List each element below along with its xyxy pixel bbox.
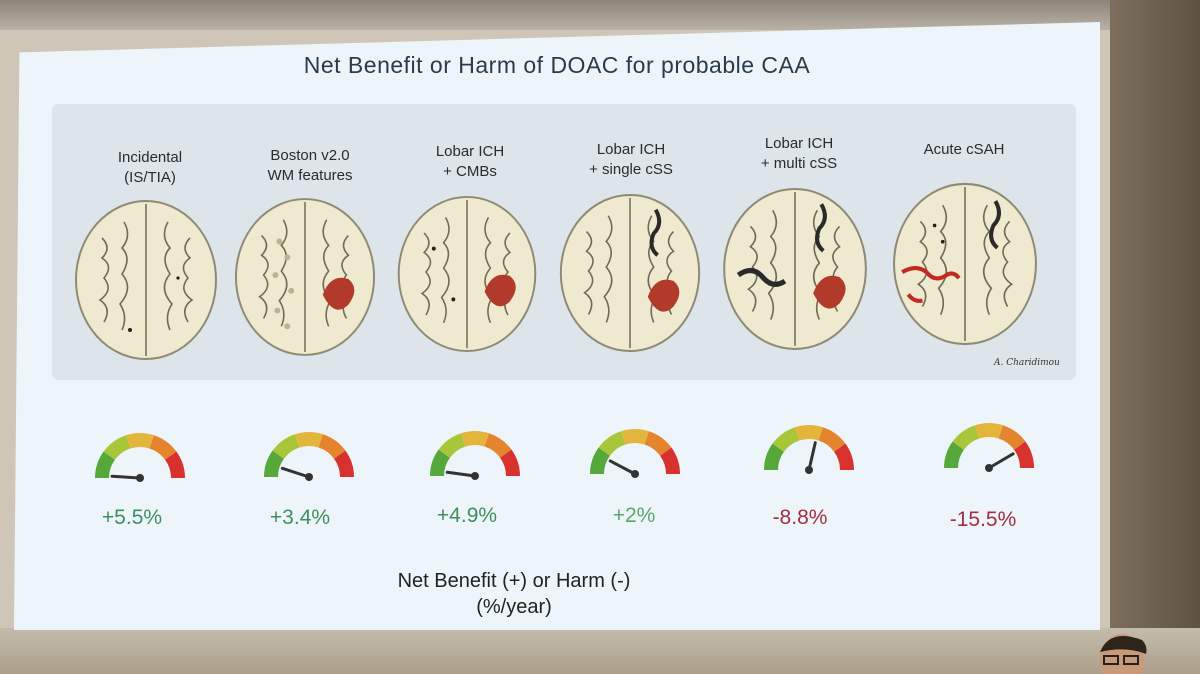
column-label-incidental: Incidental (IS/TIA) — [80, 148, 220, 188]
gauge-needle — [807, 441, 817, 472]
net-benefit-caption: Net Benefit (+) or Harm (-) (%/year) — [364, 568, 664, 620]
projection-screen: Net Benefit or Harm of DOAC for probable… — [14, 22, 1100, 630]
gauge-hub — [631, 470, 639, 478]
gauge-segment — [499, 449, 520, 477]
gauge-segment — [461, 431, 489, 447]
gauge-segment — [95, 451, 116, 479]
column-label-line1: Acute cSAH — [923, 141, 1005, 158]
gauge-hub — [471, 472, 479, 480]
gauge-needle — [280, 466, 311, 479]
benefit-gauge — [430, 431, 520, 480]
room-lower-wall — [0, 628, 1200, 674]
gauge-segment — [621, 429, 649, 445]
caption-line1: Net Benefit (+) or Harm (-) — [397, 570, 631, 592]
slide-title: Net Benefit or Harm of DOAC for probable… — [303, 52, 811, 78]
gauge-segment — [998, 425, 1026, 451]
gauge-segment — [764, 443, 785, 471]
column-label-acute-csah: Acute cSAH — [894, 140, 1034, 160]
gauge-segment — [795, 425, 823, 441]
column-label-line2: + single cSS — [589, 161, 673, 178]
benefit-gauge — [264, 432, 354, 481]
net-benefit-value: +2% — [612, 504, 656, 527]
gauge-hub — [805, 466, 813, 474]
harm-gauge — [764, 425, 854, 474]
gauge-segment — [944, 441, 965, 469]
gauge-segment — [272, 434, 300, 460]
gauge-segment — [438, 433, 466, 459]
brain-illustration-single-css — [559, 193, 701, 353]
gauge-hub — [136, 474, 144, 482]
gauge-segment — [264, 450, 285, 478]
gauge-segment — [833, 443, 854, 471]
column-label-cmbs: Lobar ICH + CMBs — [400, 142, 540, 182]
gauge-segment — [818, 427, 846, 453]
net-harm-value: -8.8% — [772, 506, 828, 529]
brain-illustration-acute-csah — [893, 182, 1037, 346]
gauge-segment — [659, 447, 680, 475]
gauge-hub — [305, 473, 313, 481]
gauge-segment — [333, 450, 354, 478]
brain-illustration-incidental — [75, 200, 217, 360]
column-label-line2: WM features — [267, 167, 353, 184]
benefit-gauge — [95, 433, 185, 482]
illustrator-signature: A. Charidimou — [994, 358, 1060, 368]
gauge-needle — [608, 459, 637, 476]
gauge-segment — [430, 449, 451, 477]
gauge-needle — [445, 470, 477, 478]
net-benefit-value: +3.4% — [269, 506, 331, 529]
brain-illustration-cmbs — [397, 195, 537, 353]
gauge-segment — [295, 432, 323, 448]
column-label-line1: Lobar ICH — [596, 141, 666, 158]
harm-gauge — [944, 423, 1034, 472]
column-label-line1: Incidental — [117, 149, 183, 166]
gauge-segment — [1013, 441, 1034, 469]
gauge-segment — [484, 433, 512, 459]
column-label-line2: + CMBs — [443, 163, 497, 180]
room-wall — [1110, 0, 1200, 674]
gauge-segment — [644, 431, 672, 457]
benefit-gauge — [590, 429, 680, 478]
net-harm-value: -15.5% — [949, 508, 1017, 531]
brain-illustration-boston — [234, 198, 376, 356]
gauge-segment — [590, 447, 611, 475]
column-label-boston: Boston v2.0 WM features — [240, 146, 380, 186]
column-label-multi-css: Lobar ICH + multi cSS — [729, 134, 869, 174]
brain-illustration-multi-css — [723, 188, 867, 350]
gauge-segment — [772, 427, 800, 453]
gauge-segment — [975, 423, 1003, 439]
gauge-segment — [952, 425, 980, 451]
presenter-head — [1100, 634, 1147, 674]
gauge-needle — [987, 452, 1015, 470]
caption-line2: (%/year) — [476, 596, 552, 618]
gauge-segment — [103, 435, 131, 461]
column-label-line1: Lobar ICH — [764, 135, 834, 152]
gauge-segment — [164, 451, 185, 479]
column-label-line2: + multi cSS — [760, 155, 838, 172]
column-label-line1: Lobar ICH — [435, 143, 505, 160]
column-label-single-css: Lobar ICH + single cSS — [561, 140, 701, 180]
net-benefit-value: +4.9% — [436, 504, 498, 527]
gauge-segment — [126, 433, 154, 449]
gauge-segment — [149, 435, 177, 461]
gauge-segment — [598, 431, 626, 457]
column-label-line1: Boston v2.0 — [270, 147, 350, 164]
column-label-line2: (IS/TIA) — [124, 169, 176, 186]
net-benefit-value: +5.5% — [101, 506, 163, 529]
gauge-hub — [985, 464, 993, 472]
gauge-segment — [318, 434, 346, 460]
gauge-needle — [110, 474, 142, 480]
